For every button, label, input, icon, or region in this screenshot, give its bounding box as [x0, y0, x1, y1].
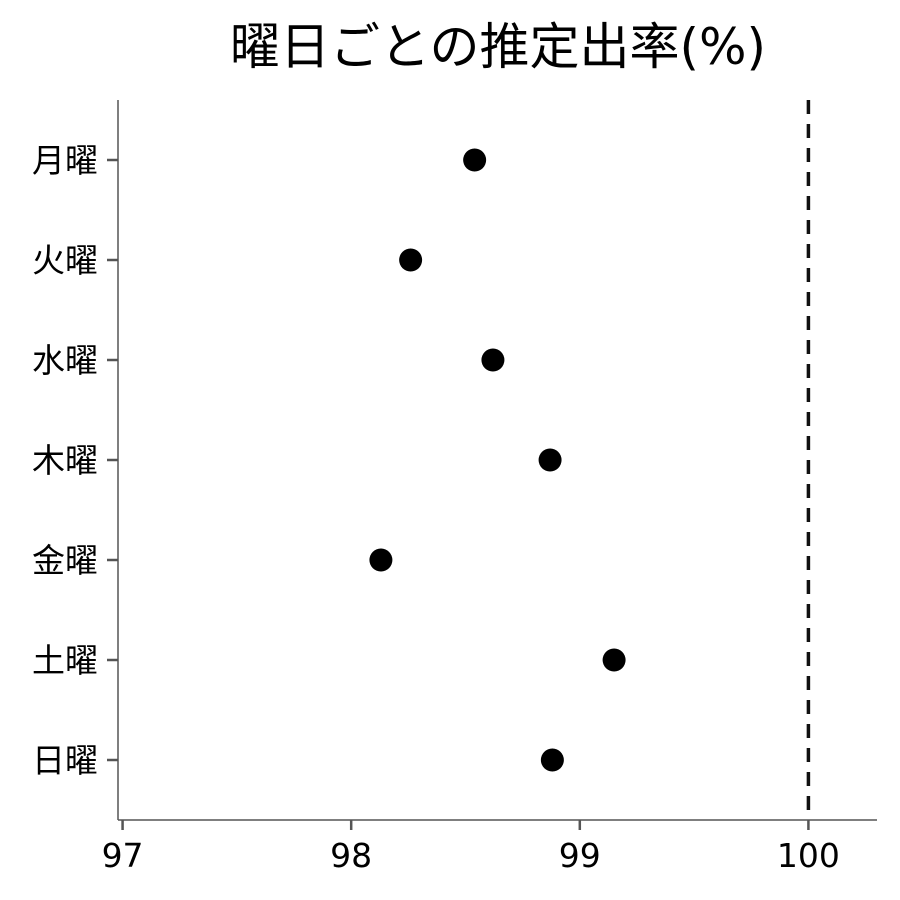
data-point: [399, 248, 423, 272]
y-tick-label: 月曜: [32, 141, 98, 180]
data-point: [538, 448, 562, 472]
data-point: [481, 348, 505, 372]
y-tick-label: 火曜: [32, 241, 98, 280]
data-points: [369, 148, 626, 772]
data-point: [540, 748, 564, 772]
data-point: [369, 548, 393, 572]
data-point: [602, 648, 626, 672]
y-tick-label: 木曜: [32, 441, 98, 480]
y-tick-label: 金曜: [32, 541, 98, 580]
chart-title: 曜日ごとの推定出率(%): [230, 18, 766, 76]
x-tick-label: 97: [102, 836, 144, 875]
y-tick-label: 水曜: [32, 341, 98, 380]
data-point: [463, 148, 487, 172]
x-tick-label: 100: [777, 836, 840, 875]
x-axis-ticks: 97 98 99 100: [102, 820, 840, 875]
y-tick-label: 日曜: [32, 741, 98, 780]
x-tick-label: 98: [330, 836, 372, 875]
x-tick-label: 99: [559, 836, 601, 875]
y-tick-label: 土曜: [32, 641, 98, 680]
